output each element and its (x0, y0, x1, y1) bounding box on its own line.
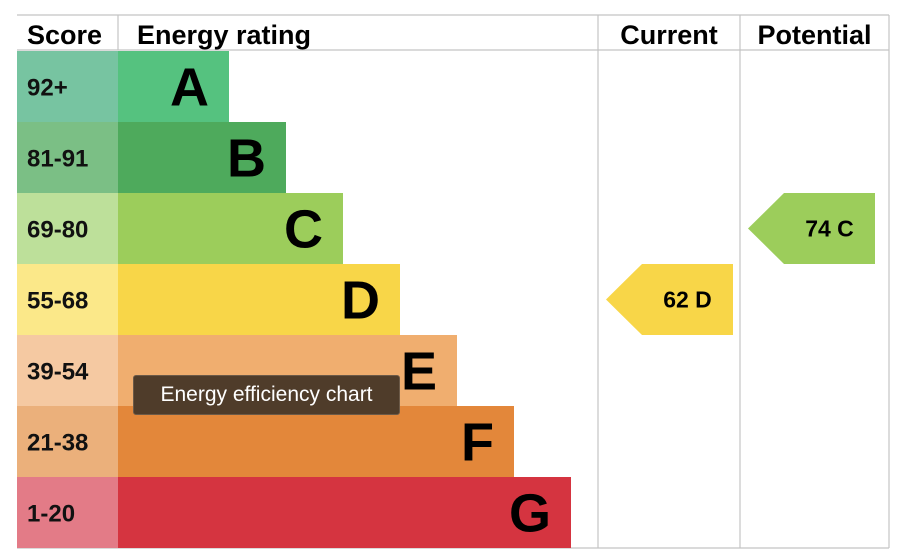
band-letter-c: C (284, 200, 323, 260)
potential-rating-label: 74 C (805, 216, 854, 242)
band-letter-f: F (461, 413, 494, 473)
band-letter-a: A (170, 58, 209, 118)
score-cell-c (17, 193, 118, 264)
band-letter-g: G (509, 484, 551, 544)
score-range-e: 39-54 (27, 359, 89, 386)
band-letter-d: D (341, 271, 380, 331)
score-cell-d (17, 264, 118, 335)
energy-bands: 92+ A 81-91 B 69-80 C 55-68 D 39-54 E 21-38 F 1-20 G (17, 51, 571, 548)
band-bar-g (118, 477, 571, 548)
score-cell-a (17, 51, 118, 122)
potential-rating-arrow (748, 193, 875, 264)
score-cell-b (17, 122, 118, 193)
chart-tooltip: Energy efficiency chart (133, 375, 400, 415)
band-bar-c (118, 193, 343, 264)
band-bar-a (118, 51, 229, 122)
score-cell-e (17, 335, 118, 406)
score-range-f: 21-38 (27, 430, 88, 457)
band-bar-f (118, 406, 514, 477)
band-letter-e: E (401, 342, 437, 402)
score-range-c: 69-80 (27, 217, 88, 244)
score-range-a: 92+ (27, 75, 68, 102)
potential-column-header: Potential (757, 20, 871, 50)
rating-indicators: 62 D 74 C (606, 193, 875, 335)
score-cell-g (17, 477, 118, 548)
current-rating-arrow (606, 264, 733, 335)
energy-rating-column-header: Energy rating (137, 20, 311, 50)
current-column-header: Current (620, 20, 718, 50)
score-cell-f (17, 406, 118, 477)
band-bar-b (118, 122, 286, 193)
score-range-b: 81-91 (27, 146, 88, 173)
band-bar-d (118, 264, 400, 335)
score-range-d: 55-68 (27, 288, 88, 315)
score-column-header: Score (27, 20, 102, 50)
current-rating-label: 62 D (663, 287, 712, 313)
band-letter-b: B (227, 129, 266, 189)
score-range-g: 1-20 (27, 501, 75, 528)
